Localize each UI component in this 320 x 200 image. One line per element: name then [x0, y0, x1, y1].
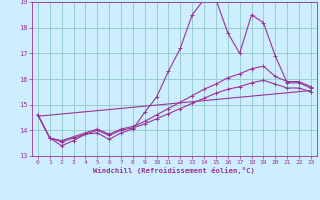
- X-axis label: Windchill (Refroidissement éolien,°C): Windchill (Refroidissement éolien,°C): [93, 167, 255, 174]
